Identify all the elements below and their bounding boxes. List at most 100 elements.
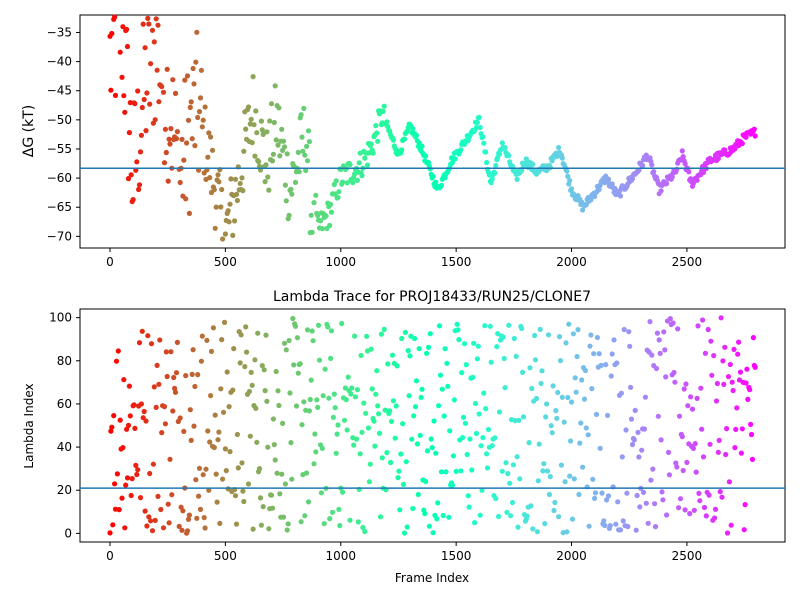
data-point — [322, 366, 328, 372]
x-tick-label: 1000 — [325, 255, 356, 269]
data-point — [316, 322, 322, 328]
data-point — [395, 475, 401, 481]
data-point — [503, 460, 509, 466]
data-point — [195, 372, 201, 378]
data-point — [287, 390, 293, 396]
data-point — [565, 173, 571, 179]
data-point — [473, 430, 480, 437]
data-point — [613, 521, 619, 527]
data-point — [139, 104, 145, 111]
data-point — [527, 365, 533, 371]
data-point — [145, 333, 151, 339]
data-point — [425, 344, 432, 350]
data-point — [476, 411, 482, 417]
data-point — [737, 369, 744, 375]
data-point — [446, 514, 452, 520]
data-point — [149, 528, 156, 534]
data-point — [144, 523, 150, 529]
data-point — [174, 339, 180, 345]
data-point — [319, 226, 325, 232]
data-point — [201, 515, 207, 521]
data-point — [218, 204, 224, 210]
data-point — [275, 388, 281, 394]
data-point — [625, 523, 631, 530]
data-point — [517, 476, 523, 482]
data-point — [186, 210, 192, 216]
data-point — [603, 362, 609, 368]
data-point — [433, 450, 439, 456]
data-point — [472, 520, 478, 526]
data-point — [226, 404, 232, 410]
data-point — [748, 431, 755, 438]
data-point — [120, 24, 126, 30]
data-point — [275, 142, 281, 148]
data-point — [749, 456, 756, 462]
data-point — [211, 444, 217, 451]
data-point — [719, 494, 725, 500]
data-point — [172, 385, 178, 391]
data-point — [293, 403, 300, 409]
data-point — [399, 147, 405, 153]
data-point — [561, 419, 567, 425]
data-point — [444, 360, 450, 366]
data-point — [412, 335, 418, 342]
data-point — [583, 202, 589, 208]
data-point — [647, 319, 653, 325]
data-point — [154, 67, 160, 73]
data-point — [303, 167, 309, 174]
data-point — [413, 378, 420, 384]
data-point — [388, 418, 395, 424]
data-point — [384, 450, 390, 456]
data-point — [234, 431, 240, 438]
y-tick-label: 20 — [57, 483, 72, 497]
data-point — [208, 134, 214, 140]
data-point — [368, 346, 374, 352]
data-point — [309, 328, 315, 334]
data-point — [483, 406, 489, 412]
data-point — [233, 191, 240, 197]
data-point — [288, 440, 294, 446]
data-point — [279, 126, 285, 132]
data-point — [677, 496, 684, 502]
data-point — [169, 492, 175, 498]
data-point — [720, 358, 726, 364]
data-point — [179, 527, 185, 533]
data-point — [153, 404, 159, 410]
data-point — [484, 465, 491, 471]
data-point — [177, 415, 183, 421]
data-point — [273, 368, 279, 375]
data-point — [483, 149, 489, 155]
data-point — [652, 501, 658, 507]
data-point — [258, 118, 264, 124]
data-point — [532, 332, 538, 339]
data-point — [348, 391, 354, 397]
data-point — [265, 444, 271, 450]
data-point — [714, 380, 721, 387]
data-point — [437, 372, 444, 378]
data-point — [679, 434, 685, 440]
data-point — [464, 451, 470, 458]
data-point — [358, 352, 364, 359]
data-point — [465, 493, 471, 499]
lambda-points — [107, 315, 758, 536]
data-point — [424, 448, 431, 454]
data-point — [558, 462, 565, 468]
data-point — [411, 413, 417, 419]
data-point — [433, 179, 439, 185]
data-point — [394, 363, 400, 369]
y-tick-label: −60 — [47, 171, 72, 185]
data-point — [212, 412, 218, 418]
data-point — [565, 394, 571, 401]
data-point — [259, 363, 265, 369]
data-point — [165, 178, 171, 184]
data-point — [239, 175, 245, 181]
data-point — [589, 386, 595, 392]
data-point — [631, 437, 637, 443]
data-point — [453, 468, 459, 474]
delta-g-y-axis-label: ΔG (kT) — [21, 105, 37, 157]
data-point — [683, 381, 689, 387]
data-point — [725, 374, 732, 380]
data-point — [219, 186, 225, 193]
data-point — [188, 99, 194, 105]
